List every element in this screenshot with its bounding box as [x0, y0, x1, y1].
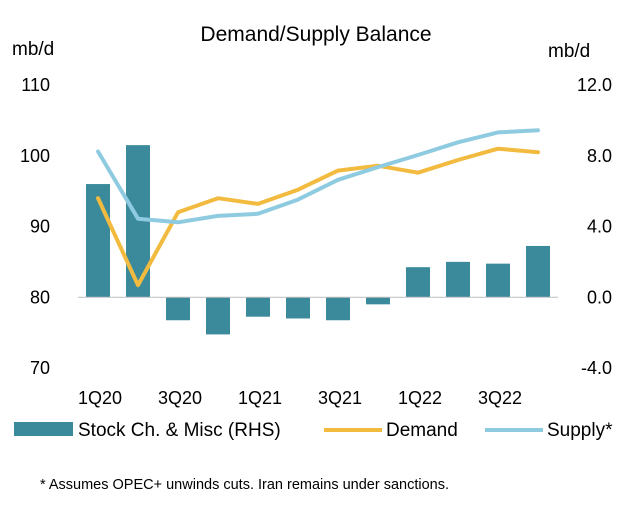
- left-tick-label: 70: [30, 358, 50, 378]
- right-axis-unit: mb/d: [548, 41, 590, 62]
- x-axis-ticks: 1Q20 3Q20 1Q21 3Q21 1Q22 3Q22: [78, 388, 522, 408]
- left-axis-unit: mb/d: [12, 39, 54, 60]
- x-tick-label: 3Q22: [478, 388, 522, 408]
- stock-bar-4Q22: [526, 245, 550, 298]
- stock-bar-3Q22: [486, 263, 510, 298]
- x-tick-label: 3Q20: [158, 388, 202, 408]
- supply-line: [96, 128, 540, 225]
- x-tick-label: 1Q22: [398, 388, 442, 408]
- footnote: * Assumes OPEC+ unwinds cuts. Iran remai…: [40, 477, 449, 493]
- stock-bar-1Q22: [406, 267, 430, 298]
- stock-bar-2Q21: [286, 297, 310, 319]
- legend-swatch-stock: [14, 422, 73, 436]
- chart-title: Demand/Supply Balance: [200, 23, 431, 46]
- right-tick-label: 4.0: [587, 217, 612, 237]
- right-axis-ticks: 12.0 8.0 4.0 0.0 -4.0: [577, 75, 612, 378]
- stock-bar-3Q21: [326, 297, 350, 321]
- demand-line: [96, 146, 540, 288]
- legend-label-stock: Stock Ch. & Misc (RHS): [78, 420, 281, 441]
- stock-bar-1Q21: [246, 297, 270, 317]
- left-axis-ticks: 110 100 90 80 70: [20, 75, 50, 378]
- stock-bar-3Q20: [166, 297, 190, 321]
- left-tick-label: 80: [30, 287, 50, 307]
- stock-bar-4Q20: [206, 297, 230, 335]
- x-tick-label: 3Q21: [318, 388, 362, 408]
- right-tick-label: 8.0: [587, 146, 612, 166]
- x-tick-label: 1Q20: [78, 388, 122, 408]
- legend-label-demand: Demand: [386, 420, 458, 441]
- right-tick-label: 12.0: [577, 75, 612, 95]
- right-tick-label: 0.0: [587, 287, 612, 307]
- right-tick-label: -4.0: [581, 358, 612, 378]
- left-tick-label: 90: [30, 217, 50, 237]
- left-tick-label: 110: [21, 75, 50, 95]
- legend: Stock Ch. & Misc (RHS) Demand Supply*: [14, 420, 613, 441]
- left-tick-label: 100: [20, 146, 50, 166]
- legend-label-supply: Supply*: [547, 420, 613, 441]
- stock-bar-4Q21: [366, 297, 390, 305]
- stock-change-bars: [86, 145, 550, 335]
- x-tick-label: 1Q21: [238, 388, 282, 408]
- line-series: [96, 128, 540, 288]
- stock-bar-2Q22: [446, 261, 470, 298]
